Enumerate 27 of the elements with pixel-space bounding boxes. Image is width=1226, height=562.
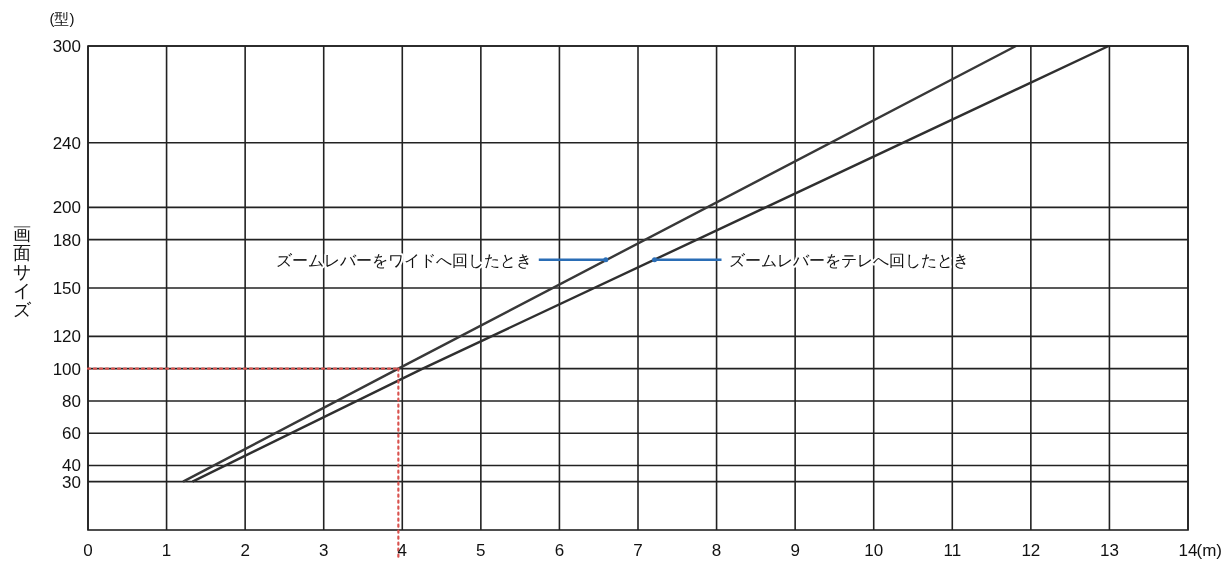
text: (型) [49, 10, 75, 27]
x-tick-label: 10 [864, 541, 884, 560]
x-tick-label: 7 [633, 541, 643, 560]
x-axis-title: (m) [1196, 541, 1222, 560]
y-tick-label: 120 [52, 327, 81, 347]
x-tick-label: 3 [318, 541, 329, 560]
y-tick-label: 180 [52, 230, 81, 250]
x-tick-label: 1 [161, 541, 172, 560]
y-tick-label: 240 [52, 133, 81, 153]
y-tick-label: 60 [62, 424, 81, 444]
x-tick-label: 6 [554, 541, 565, 560]
x-tick-label: 5 [476, 541, 486, 560]
x-tick-label: 9 [790, 541, 800, 560]
y-tick-label: 150 [52, 279, 81, 298]
y-axis-title: 画面サイズ [13, 224, 32, 320]
y-tick-label: 300 [52, 37, 81, 56]
x-tick-label: 8 [711, 541, 722, 560]
x-tick-label: 11 [943, 541, 962, 560]
y-tick-label: 100 [52, 359, 81, 379]
x-tick-label: 0 [83, 541, 93, 560]
y-tick-label: 80 [62, 391, 81, 411]
x-tick-label: 12 [1021, 541, 1041, 560]
y-tick-label: 200 [52, 198, 81, 218]
x-tick-label: 4 [397, 541, 408, 560]
x-tick-label: 2 [240, 541, 250, 560]
x-tick-label: 14 [1178, 541, 1198, 560]
x-tick-label: 13 [1099, 541, 1119, 560]
